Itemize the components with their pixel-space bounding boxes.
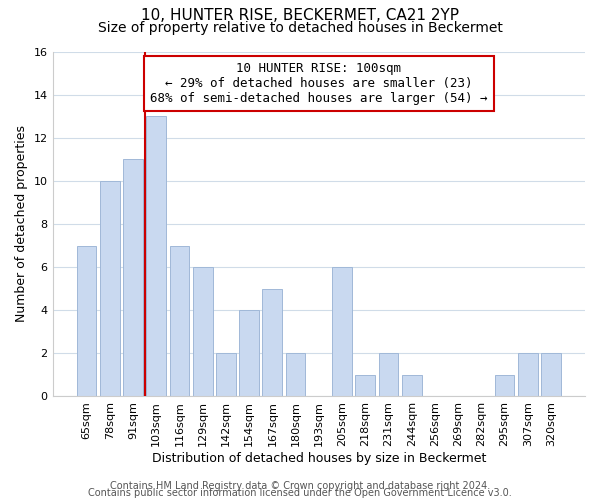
Bar <box>216 354 236 397</box>
Bar <box>379 354 398 397</box>
Bar <box>146 116 166 396</box>
Bar <box>262 288 282 397</box>
Bar <box>77 246 97 396</box>
Bar <box>518 354 538 397</box>
Text: Size of property relative to detached houses in Beckermet: Size of property relative to detached ho… <box>98 21 502 35</box>
Bar <box>286 354 305 397</box>
Bar <box>355 375 375 396</box>
Bar <box>239 310 259 396</box>
Bar <box>193 267 212 396</box>
Bar <box>402 375 422 396</box>
Bar <box>170 246 190 396</box>
Text: 10, HUNTER RISE, BECKERMET, CA21 2YP: 10, HUNTER RISE, BECKERMET, CA21 2YP <box>141 8 459 22</box>
Bar <box>541 354 561 397</box>
Text: Contains HM Land Registry data © Crown copyright and database right 2024.: Contains HM Land Registry data © Crown c… <box>110 481 490 491</box>
Bar <box>100 181 119 396</box>
Bar <box>123 160 143 396</box>
Text: 10 HUNTER RISE: 100sqm
← 29% of detached houses are smaller (23)
68% of semi-det: 10 HUNTER RISE: 100sqm ← 29% of detached… <box>150 62 488 105</box>
Bar <box>494 375 514 396</box>
Bar <box>332 267 352 396</box>
Text: Contains public sector information licensed under the Open Government Licence v3: Contains public sector information licen… <box>88 488 512 498</box>
Y-axis label: Number of detached properties: Number of detached properties <box>15 126 28 322</box>
X-axis label: Distribution of detached houses by size in Beckermet: Distribution of detached houses by size … <box>152 452 486 465</box>
